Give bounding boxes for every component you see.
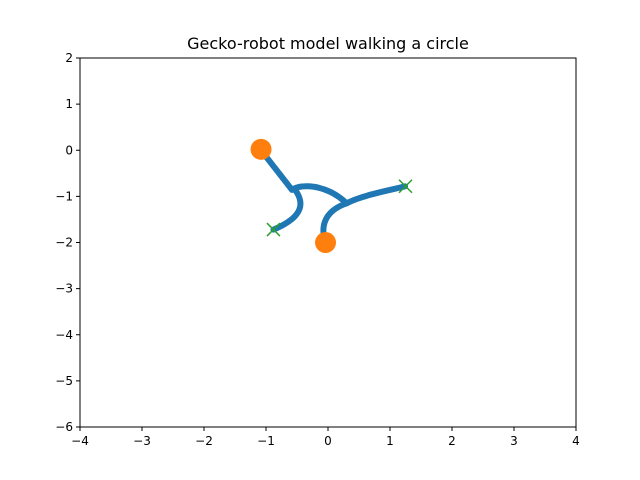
x-axis: −4 −3 −2 −1 0 1 2 3 4: [71, 427, 580, 448]
y-tick-label: −4: [55, 328, 73, 342]
x-tick-label: 2: [448, 434, 456, 448]
free-foot-marker-0: [266, 222, 281, 237]
chart-title: Gecko-robot model walking a circle: [187, 34, 469, 53]
y-tick-label: −2: [55, 236, 73, 250]
x-tick-label: −3: [133, 434, 151, 448]
x-tick-label: 1: [386, 434, 394, 448]
y-tick-label: −1: [55, 189, 73, 203]
y-tick-label: −3: [55, 282, 73, 296]
x-tick-label: −1: [257, 434, 275, 448]
y-tick-label: 1: [65, 97, 73, 111]
y-tick-label: 2: [65, 51, 73, 65]
x-tick-label: −4: [71, 434, 89, 448]
y-axis: 2 1 0 −1 −2 −3 −4 −5 −6: [55, 51, 80, 434]
plot-area: [250, 138, 413, 253]
x-tick-label: 0: [324, 434, 332, 448]
body-segment-4: [343, 183, 409, 207]
fixed-foot-marker-1: [315, 232, 337, 253]
x-tick-label: −2: [195, 434, 213, 448]
free-foot-marker-1: [398, 179, 413, 194]
x-tick-label: 3: [510, 434, 518, 448]
x-tick-label: 4: [572, 434, 580, 448]
y-tick-label: −5: [55, 374, 73, 388]
y-tick-label: −6: [55, 420, 73, 434]
fixed-foot-marker-0: [250, 138, 272, 160]
body-segment-2: [270, 187, 304, 233]
y-tick-label: 0: [65, 143, 73, 157]
